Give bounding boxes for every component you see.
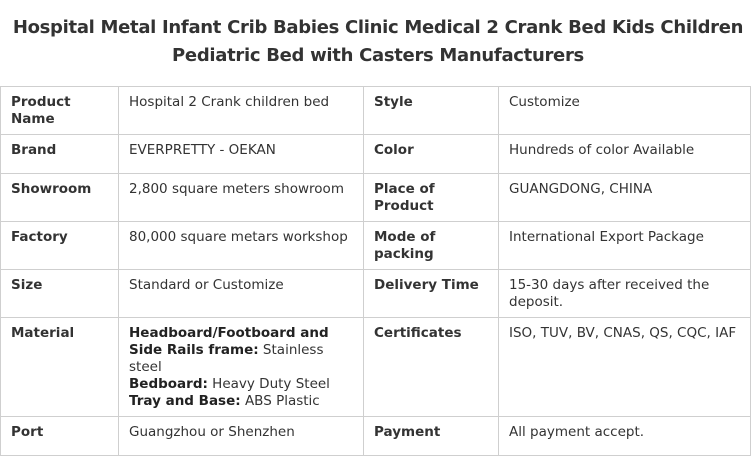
spec-label: Material	[0, 317, 119, 417]
specifications-table: Product Name Hospital 2 Crank children b…	[0, 86, 751, 456]
spec-value: All payment accept.	[498, 416, 751, 456]
spec-value: 15-30 days after received the deposit.	[498, 269, 751, 318]
table-row: Showroom 2,800 square meters showroom Pl…	[0, 173, 751, 222]
spec-label: Port	[0, 416, 119, 456]
material-part-value: Heavy Duty Steel	[207, 376, 330, 392]
spec-value: EVERPRETTY - OEKAN	[118, 134, 364, 174]
spec-value: 2,800 square meters showroom	[118, 173, 364, 222]
spec-label: Style	[363, 86, 499, 135]
spec-value: Hundreds of color Available	[498, 134, 751, 174]
spec-label: Color	[363, 134, 499, 174]
spec-label: Showroom	[0, 173, 119, 222]
material-value: Headboard/Footboard and Side Rails frame…	[118, 317, 364, 417]
table-row: Factory 80,000 square metars workshop Mo…	[0, 221, 751, 270]
spec-value: Standard or Customize	[118, 269, 364, 318]
spec-value: Hospital 2 Crank children bed	[118, 86, 364, 135]
material-part-label: Bedboard:	[129, 376, 208, 392]
spec-label: Certificates	[363, 317, 499, 417]
spec-value: International Export Package	[498, 221, 751, 270]
spec-value: 80,000 square metars workshop	[118, 221, 364, 270]
spec-label: Mode of packing	[363, 221, 499, 270]
table-row: Port Guangzhou or Shenzhen Payment All p…	[0, 416, 751, 456]
table-row: Size Standard or Customize Delivery Time…	[0, 269, 751, 318]
spec-label: Place of Product	[363, 173, 499, 222]
spec-value: Guangzhou or Shenzhen	[118, 416, 364, 456]
spec-label: Product Name	[0, 86, 119, 135]
table-row: Material Headboard/Footboard and Side Ra…	[0, 317, 751, 417]
title-line-1: Hospital Metal Infant Crib Babies Clinic…	[12, 17, 744, 38]
spec-value: GUANGDONG, CHINA	[498, 173, 751, 222]
table-row: Product Name Hospital 2 Crank children b…	[0, 86, 751, 135]
material-part-label: Tray and Base:	[129, 393, 241, 409]
spec-label: Payment	[363, 416, 499, 456]
table-row: Brand EVERPRETTY - OEKAN Color Hundreds …	[0, 134, 751, 174]
spec-label: Size	[0, 269, 119, 318]
spec-label: Delivery Time	[363, 269, 499, 318]
material-part-label: Headboard/Footboard and Side Rails frame…	[129, 325, 329, 358]
material-part-value: ABS Plastic	[240, 393, 320, 409]
spec-label: Brand	[0, 134, 119, 174]
material-part-value: Stainless steel	[129, 342, 324, 375]
title-line-2: Pediatric Bed with Casters Manufacturers	[172, 45, 584, 66]
spec-label: Factory	[0, 221, 119, 270]
spec-value: Customize	[498, 86, 751, 135]
spec-value: ISO, TUV, BV, CNAS, QS, CQC, IAF	[498, 317, 751, 417]
page-title: Hospital Metal Infant Crib Babies Clinic…	[0, 14, 756, 70]
